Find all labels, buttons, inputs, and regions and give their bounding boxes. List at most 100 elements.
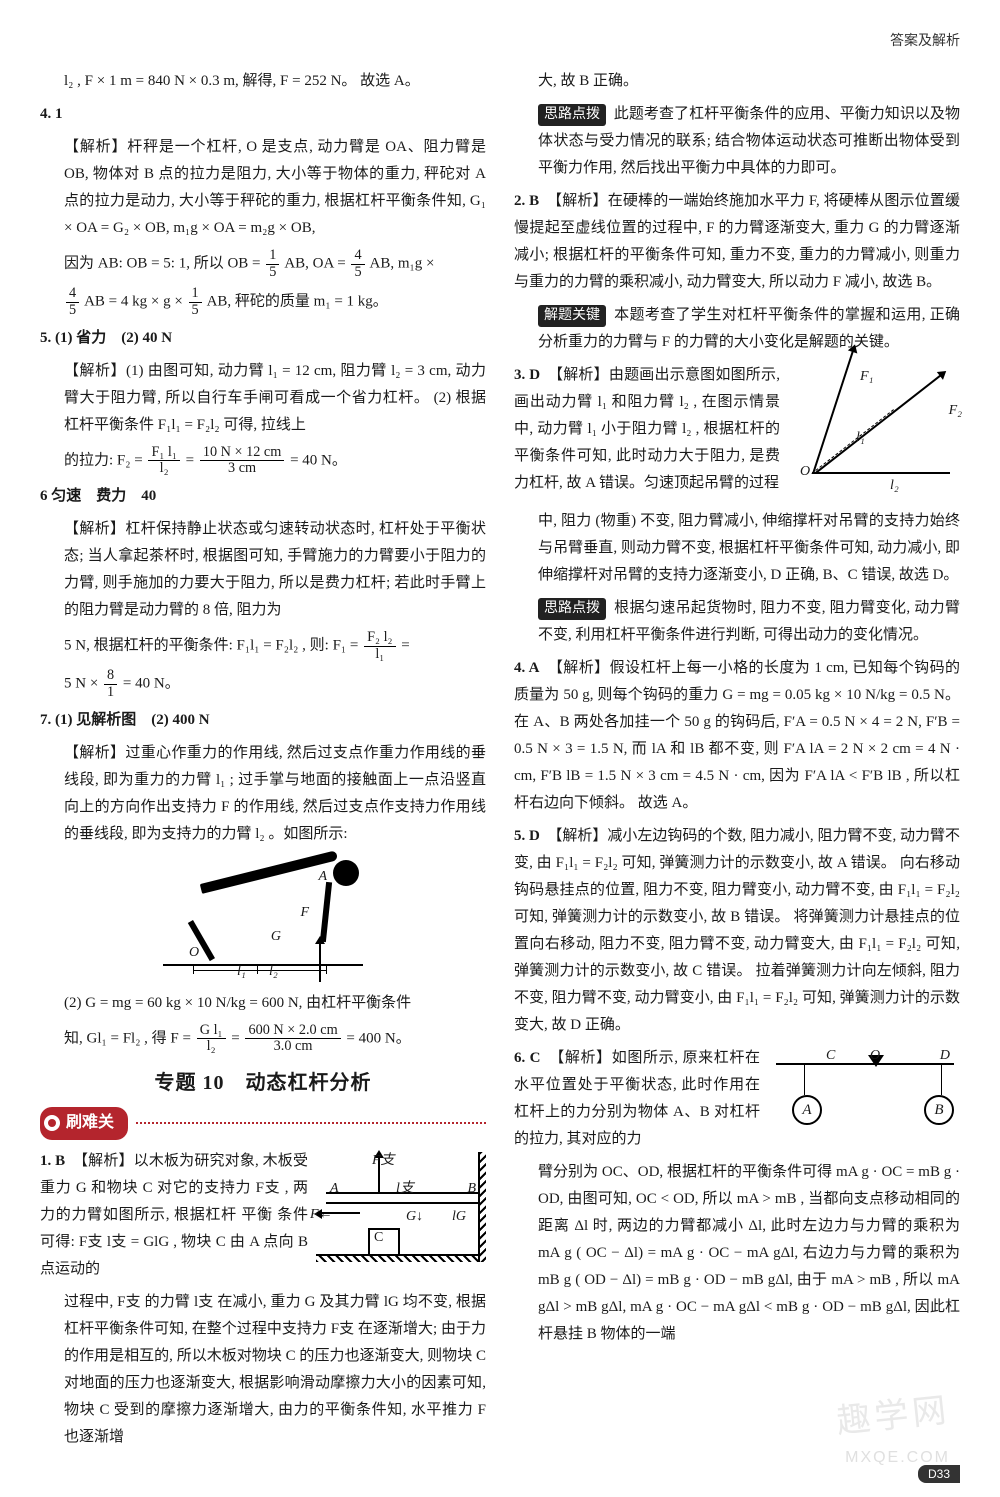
label-O: O [870, 1043, 880, 1068]
label-l1: l₁ [237, 959, 246, 984]
r2-text-a: 【解析】在硬棒的一端始终施加水平力 F, 将硬棒从图示位置缓慢提起至虚线位置的过… [514, 193, 960, 290]
r1-block: F支 A B F← C G↓ l支 lG 1. B 【解析】以木板为研究对象, … [40, 1148, 486, 1283]
r5-text-a: 【解析】减小左边钩码的个数, 阻力减小, 阻力臂不变, 动力臂不变, 由 F₁l… [514, 828, 960, 1033]
r6-number: 6. C [514, 1050, 540, 1066]
text: AB, m₁g × [370, 256, 435, 272]
label-O: O [800, 459, 810, 484]
q5-explain: 【解析】(1) 由图可知, 动力臂 l₁ = 12 cm, 阻力臂 l₂ = 3… [40, 358, 486, 439]
r3-text-a: 【解析】由题画出示意图如图所示, 画出动力臂 l₁ 和阻力臂 l₂ , 在图示情… [514, 367, 780, 491]
right-column: 大, 故 B 正确。 思路点拨 此题考查了杠杆平衡条件的应用、平衡力知识以及物体… [514, 68, 960, 1457]
text: = [231, 1030, 243, 1046]
dimension-mid [257, 966, 258, 974]
figure-balance: A B C O D [770, 1047, 960, 1137]
text: AB, 秤砣的质量 m₁ = 1 kg。 [207, 294, 388, 310]
label-lG: lG [452, 1204, 466, 1229]
page: 答案及解析 l₂ , F × 1 m = 840 N × 0.3 m, 解得, … [0, 0, 1000, 1497]
q6-explain: 【解析】杠杆保持静止状态或匀速转动状态时, 杠杆处于平衡状态; 当人拿起茶杯时,… [40, 516, 486, 624]
q7-number: 7. (1) 见解析图 (2) 400 N [40, 707, 486, 734]
num: F₁ l₁ [148, 445, 179, 462]
num: 1 [266, 248, 279, 265]
q4-explain: 【解析】杆秤是一个杠杆, O 是支点, 动力臂是 OA、阻力臂是 OB, 物体对… [40, 134, 486, 242]
label-F: F [300, 900, 309, 925]
fraction: F₂ l₂ l₁ [364, 630, 395, 662]
r6-text-a: 【解析】如图所示, 原来杠杆在水平位置处于平衡状态, 此时作用在杠杆上的力分别为… [514, 1050, 760, 1147]
r4-block: 4. A 【解析】假设杠杆上每一小格的长度为 1 cm, 已知每个钩码的质量为 … [514, 655, 960, 817]
den: l₂ [148, 461, 179, 477]
mass-A: A [792, 1095, 822, 1125]
den: 3 cm [200, 461, 285, 477]
block-C [368, 1228, 400, 1256]
r6-text-b: 臂分别为 OC、OD, 根据杠杆的平衡条件可得 mA g · OC = mB g… [514, 1159, 960, 1348]
num: 10 N × 12 cm [200, 445, 285, 462]
r6-block: A B C O D 6. C 【解析】如图所示, 原来杠杆在水平位置处于平衡状态… [514, 1045, 960, 1153]
page-number: D33 [918, 1465, 960, 1483]
fraction: 1 5 [189, 286, 202, 318]
label-G: G [271, 924, 281, 949]
num: F₂ l₂ [364, 630, 395, 647]
r3-number: 3. D [514, 367, 540, 383]
dimension-bar [193, 966, 327, 974]
fraction: 8 1 [104, 668, 117, 700]
text-line: l₂ , F × 1 m = 840 N × 0.3 m, 解得, F = 25… [40, 68, 486, 95]
den: 1 [104, 685, 117, 701]
label-B: B [467, 1176, 476, 1201]
fraction: 10 N × 12 cm 3 cm [200, 445, 285, 477]
columns: l₂ , F × 1 m = 840 N × 0.3 m, 解得, F = 25… [40, 68, 960, 1457]
den: l₂ [197, 1039, 226, 1055]
q7-explain: 【解析】过重心作重力的作用线, 然后过支点作重力作用线的垂线段, 即为重力的力臂… [40, 740, 486, 848]
arm-shape [320, 882, 332, 942]
figure-crane: O F₁ F₂ l₁ l₂ [790, 364, 960, 504]
label-F1: F₁ [860, 364, 873, 389]
label-A: A [330, 1176, 339, 1201]
q4-line2: 因为 AB: OB = 5: 1, 所以 OB = 1 5 AB, OA = 4… [40, 248, 486, 280]
q4-line3: 4 5 AB = 4 kg × g × 1 5 AB, 秤砣的质量 m₁ = 1… [40, 286, 486, 318]
den: 5 [266, 265, 279, 281]
balance-bar [776, 1063, 954, 1065]
force-arrow [319, 942, 321, 982]
r3-text-b: 中, 阻力 (物重) 不变, 阻力臂减小, 伸缩撑杆对吊臂的支持力始终与吊臂垂直… [514, 508, 960, 589]
r1-number: 1. B [40, 1153, 65, 1169]
left-column: l₂ , F × 1 m = 840 N × 0.3 m, 解得, F = 25… [40, 68, 486, 1457]
label-G: G↓ [406, 1204, 423, 1229]
q4-number: 4. 1 [40, 101, 486, 128]
text: AB = 4 kg × g × [84, 294, 186, 310]
string-A [804, 1063, 805, 1095]
r4-text-a: 【解析】假设杠杆上每一小格的长度为 1 cm, 已知每个钩码的质量为 50 g,… [514, 660, 960, 811]
base-line [812, 472, 950, 474]
text: = [186, 452, 198, 468]
r4-number: 4. A [514, 660, 539, 676]
r3-tip: 思路点拨 根据匀速吊起货物时, 阻力不变, 阻力臂变化, 动力臂不变, 利用杠杆… [514, 595, 960, 649]
label-l2: l₂ [890, 473, 899, 498]
figure-plank: F支 A B F← C G↓ l支 lG [316, 1152, 486, 1262]
r5-number: 5. D [514, 828, 540, 844]
q7-calc-a: (2) G = mg = 60 kg × 10 N/kg = 600 N, 由杠… [40, 990, 486, 1017]
label-C: C [826, 1043, 835, 1068]
banner-chip: 刷难关 [40, 1107, 128, 1140]
label-Fsupport: F支 [372, 1148, 395, 1173]
boom-line [815, 374, 942, 474]
label-C: C [374, 1225, 383, 1250]
fraction: 600 N × 2.0 cm 3.0 cm [245, 1023, 340, 1055]
head-shape [333, 860, 359, 886]
text: 知, Gl₁ = Fl₂ , 得 F = [64, 1030, 195, 1046]
num: 1 [189, 286, 202, 303]
text: 5 N, 根据杠杆的平衡条件: F₁l₁ = F₂l₂ , 则: F₁ = [64, 638, 362, 654]
text: = 40 N。 [290, 452, 347, 468]
r2-number: 2. B [514, 193, 539, 209]
mass-B: B [924, 1095, 954, 1125]
den: 5 [189, 303, 202, 319]
num: 4 [351, 248, 364, 265]
r2-key: 解题关键 本题考查了学生对杠杆平衡条件的掌握和运用, 正确分析重力的力臂与 F … [514, 302, 960, 356]
den: l₁ [364, 647, 395, 663]
label-F: F← [310, 1202, 333, 1227]
text: 因为 AB: OB = 5: 1, 所以 OB = [64, 256, 264, 272]
num: 8 [104, 668, 117, 685]
label-l1: l₁ [856, 425, 865, 450]
den: 3.0 cm [245, 1039, 340, 1055]
q5-number: 5. (1) 省力 (2) 40 N [40, 325, 486, 352]
tip-tag: 思路点拨 [538, 598, 606, 620]
r5-block: 5. D 【解析】减小左边钩码的个数, 阻力减小, 阻力臂不变, 动力臂不变, … [514, 823, 960, 1039]
fraction: 4 5 [351, 248, 364, 280]
den: 5 [351, 265, 364, 281]
text: AB, OA = [284, 256, 349, 272]
